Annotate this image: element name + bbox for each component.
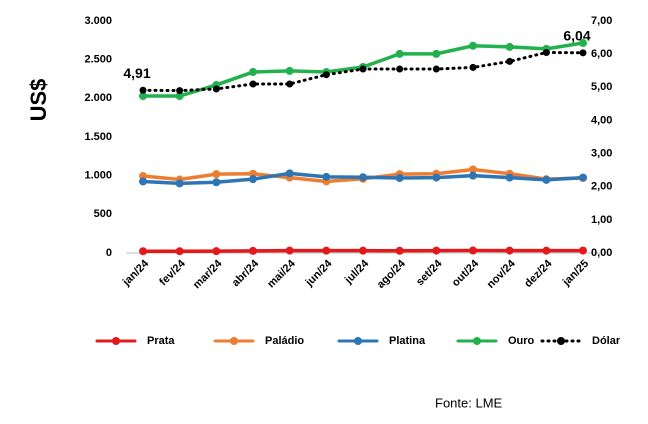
series-point	[579, 39, 587, 48]
legend-marker	[112, 337, 120, 345]
series-point	[359, 246, 367, 255]
legend-label: Platina	[389, 335, 426, 347]
x-tick-label: ago/24	[375, 257, 409, 291]
series-point	[249, 80, 257, 88]
value-label: 4,91	[123, 65, 150, 81]
series-point	[139, 92, 147, 101]
series-point	[579, 246, 587, 255]
series-point	[285, 246, 294, 255]
y-tick-label: 2.500	[84, 54, 112, 66]
x-tick-label: mai/24	[265, 257, 298, 290]
y-tick-label: 3.000	[84, 15, 112, 27]
y2-tick-label: 6,00	[591, 48, 612, 60]
source: Fonte: LME	[435, 395, 503, 410]
series-point	[505, 246, 514, 255]
y2-tick-label: 7,00	[591, 15, 612, 27]
legend-marker	[557, 337, 565, 345]
x-tick-label: fev/24	[157, 257, 188, 288]
series-point	[212, 178, 221, 187]
series-point	[579, 173, 587, 182]
x-tick-label: set/24	[414, 257, 445, 288]
series-point	[285, 169, 294, 178]
series-point	[469, 63, 477, 71]
y2-tick-label: 3,00	[591, 147, 612, 159]
series-point	[139, 177, 147, 186]
series-point	[469, 171, 477, 180]
series-point	[506, 57, 514, 65]
series-point	[212, 170, 221, 179]
series-point	[432, 65, 440, 73]
series-point	[249, 175, 257, 184]
legend-marker	[230, 337, 238, 345]
series-point	[322, 246, 331, 255]
series-point	[286, 80, 294, 88]
series-point	[175, 247, 184, 256]
legend-label: Ouro	[508, 335, 535, 347]
series-point	[469, 246, 477, 255]
x-tick-label: dez/24	[522, 257, 555, 290]
x-tick-label: mar/24	[191, 257, 225, 291]
series-point	[432, 49, 441, 58]
y2-tick-label: 2,00	[591, 181, 612, 193]
series-point	[432, 173, 441, 182]
series-point	[322, 172, 331, 181]
y-tick-label: 1.500	[84, 131, 112, 143]
series-point	[505, 42, 514, 51]
series-point	[212, 85, 220, 93]
series-point	[175, 92, 184, 101]
y-tick-label: 2.000	[84, 92, 112, 104]
x-tick-label: jan/24	[120, 257, 152, 289]
series-point	[396, 65, 404, 73]
series-point	[542, 48, 550, 56]
series-point	[139, 86, 147, 94]
series-point	[505, 173, 514, 182]
series-point	[395, 246, 404, 255]
series-point	[359, 173, 367, 182]
series-point	[469, 41, 477, 50]
series-point	[175, 179, 184, 188]
legend-marker	[473, 337, 481, 345]
x-tick-label: abr/24	[230, 257, 262, 289]
legend-label: Dólar	[592, 335, 621, 347]
legend-marker	[354, 337, 362, 345]
x-tick-label: nov/24	[485, 257, 519, 291]
y2-tick-label: 5,00	[591, 81, 612, 93]
legend-label: Prata	[147, 335, 175, 347]
series-point	[322, 71, 330, 79]
x-tick-label: out/24	[450, 257, 482, 289]
series-point	[395, 173, 404, 182]
series-point	[139, 247, 147, 256]
series-point	[249, 246, 257, 255]
y2-tick-label: 0,00	[591, 247, 612, 259]
series-point	[176, 87, 184, 95]
y-axis-label: US$	[26, 79, 51, 122]
y2-tick-label: 1,00	[591, 214, 612, 226]
series-point	[542, 175, 551, 184]
series-point	[359, 65, 367, 73]
legend-label: Paládio	[265, 335, 304, 347]
x-tick-label: jul/24	[342, 257, 372, 287]
x-tick-label: jun/24	[303, 257, 335, 289]
y-tick-label: 1.000	[84, 170, 112, 182]
series-point	[469, 165, 477, 174]
y2-tick-label: 4,00	[591, 114, 612, 126]
value-label: 6,04	[563, 28, 590, 44]
y-tick-label: 0	[106, 247, 112, 259]
series-point	[249, 68, 257, 77]
series-point	[579, 49, 587, 57]
series-point	[395, 49, 404, 58]
series-point	[432, 246, 441, 255]
y-tick-label: 500	[94, 208, 112, 220]
series-point	[212, 247, 221, 256]
series-point	[285, 66, 294, 75]
x-tick-label: jan/25	[560, 258, 591, 289]
series-point	[542, 246, 551, 255]
